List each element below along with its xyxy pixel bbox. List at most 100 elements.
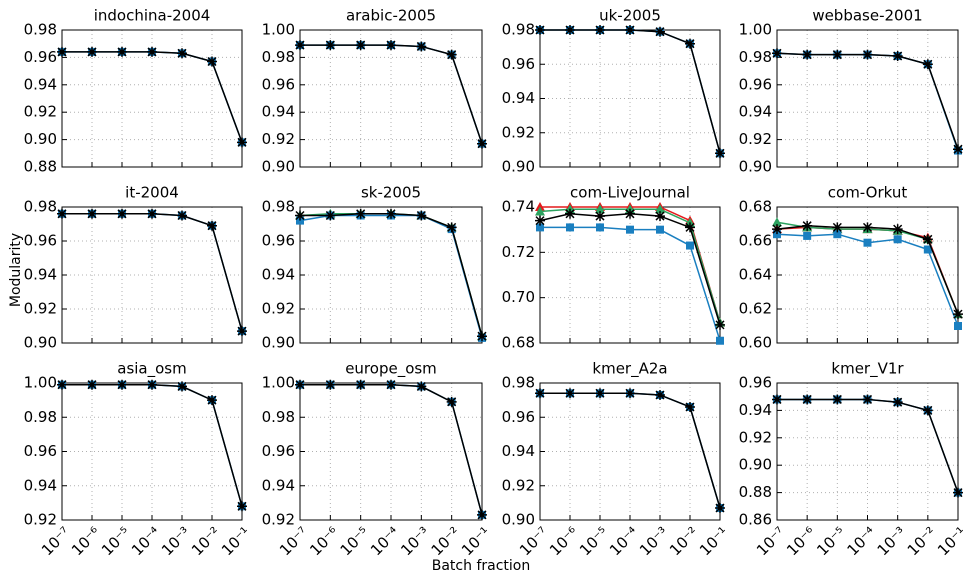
x-tick-label: 10⁻¹ — [218, 523, 254, 559]
y-tick-label: 0.94 — [262, 103, 295, 121]
plot-frame — [299, 206, 483, 344]
y-tick-label: 0.88 — [739, 483, 772, 501]
marker — [237, 137, 247, 148]
marker — [536, 223, 544, 232]
plot-frame — [61, 206, 243, 344]
x-tick-label: 10⁻² — [188, 523, 224, 559]
y-tick-label: 0.98 — [262, 48, 295, 66]
x-tick-label: 10⁻⁶ — [783, 523, 819, 559]
marker — [355, 379, 366, 390]
x-tick-label: 10⁻⁶ — [68, 523, 104, 559]
y-tick-label: 0.92 — [739, 428, 772, 446]
y-tick-label: 0.92 — [502, 123, 535, 141]
y-tick-label: 0.90 — [262, 334, 295, 352]
marker — [595, 25, 605, 35]
y-tick-label: 0.94 — [24, 476, 57, 494]
y-tick-label: 1.00 — [24, 374, 57, 392]
x-tick-label: 10⁻⁵ — [576, 523, 612, 559]
marker — [656, 225, 664, 234]
marker — [686, 241, 694, 250]
y-tick-label: 0.94 — [24, 266, 57, 284]
marker — [595, 204, 605, 214]
y-tick-label: 0.98 — [262, 198, 295, 216]
marker — [296, 216, 304, 225]
marker — [87, 379, 97, 390]
y-tick-label: 0.98 — [24, 408, 57, 426]
marker — [117, 379, 127, 390]
panel-title: sk-2005 — [361, 184, 421, 202]
x-tick-label: 10⁻³ — [397, 523, 433, 559]
marker — [772, 48, 782, 59]
marker — [773, 230, 781, 239]
y-tick-label: 0.62 — [739, 300, 772, 318]
marker — [477, 138, 487, 149]
marker — [803, 231, 812, 240]
marker — [57, 46, 67, 57]
marker — [892, 224, 903, 235]
y-tick-label: 0.96 — [24, 48, 57, 66]
marker — [147, 208, 157, 219]
panel-title: webbase-2001 — [812, 7, 922, 25]
marker — [325, 379, 336, 390]
marker — [954, 322, 962, 330]
y-tick-label: 0.92 — [262, 130, 295, 148]
marker — [655, 389, 665, 400]
y-tick-label: 0.98 — [502, 21, 535, 39]
y-tick-label: 0.96 — [739, 374, 772, 392]
panel-title: kmer_A2a — [592, 360, 667, 379]
marker — [477, 331, 487, 342]
marker — [625, 388, 635, 399]
x-tick-label: 10⁻⁴ — [843, 523, 879, 559]
marker — [416, 210, 427, 221]
x-tick-label: 10⁻² — [904, 523, 940, 559]
x-tick-label: 10⁻⁷ — [276, 523, 312, 559]
marker — [685, 401, 695, 412]
y-tick-label: 1.00 — [739, 21, 772, 39]
x-tick-label: 10⁻⁴ — [367, 523, 403, 559]
marker — [715, 319, 725, 330]
marker — [535, 388, 545, 399]
y-tick-label: 0.96 — [739, 75, 772, 93]
marker — [892, 397, 903, 408]
y-tick-label: 1.00 — [262, 374, 295, 392]
y-tick-label: 0.72 — [502, 243, 535, 261]
x-tick-label: 10⁻⁷ — [753, 523, 789, 559]
y-tick-label: 0.96 — [502, 408, 535, 426]
y-tick-label: 0.68 — [739, 198, 772, 216]
y-tick-label: 0.94 — [739, 401, 772, 419]
marker — [655, 211, 665, 222]
x-tick-label: 10⁻³ — [874, 523, 910, 559]
marker — [295, 40, 305, 51]
marker — [177, 381, 187, 392]
y-tick-label: 0.92 — [262, 300, 295, 318]
x-tick-label: 10⁻³ — [636, 523, 672, 559]
x-tick-label: 10⁻⁷ — [38, 523, 74, 559]
marker — [147, 379, 157, 390]
marker — [685, 222, 695, 233]
marker — [386, 208, 396, 219]
panel-title: it-2004 — [125, 184, 179, 202]
marker — [207, 395, 217, 406]
marker — [446, 396, 457, 407]
y-tick-label: 0.64 — [739, 266, 772, 284]
y-tick-label: 0.98 — [24, 198, 57, 216]
x-tick-label: 10⁻⁶ — [306, 523, 342, 559]
marker — [117, 208, 127, 219]
marker — [832, 394, 843, 405]
marker — [596, 223, 604, 232]
y-tick-label: 0.90 — [24, 130, 57, 148]
x-tick-label: 10⁻³ — [158, 523, 194, 559]
marker — [87, 208, 97, 219]
x-tick-label: 10⁻⁴ — [606, 523, 642, 559]
marker — [57, 208, 67, 219]
y-tick-label: 0.96 — [262, 75, 295, 93]
x-tick-label: 10⁻⁴ — [128, 523, 164, 559]
marker — [626, 225, 634, 234]
marker — [595, 388, 605, 399]
marker — [863, 238, 872, 247]
marker — [802, 394, 813, 405]
y-tick-label: 0.94 — [739, 103, 772, 121]
y-tick-label: 0.92 — [24, 511, 57, 529]
marker — [355, 40, 366, 51]
x-tick-label: 10⁻² — [428, 523, 464, 559]
